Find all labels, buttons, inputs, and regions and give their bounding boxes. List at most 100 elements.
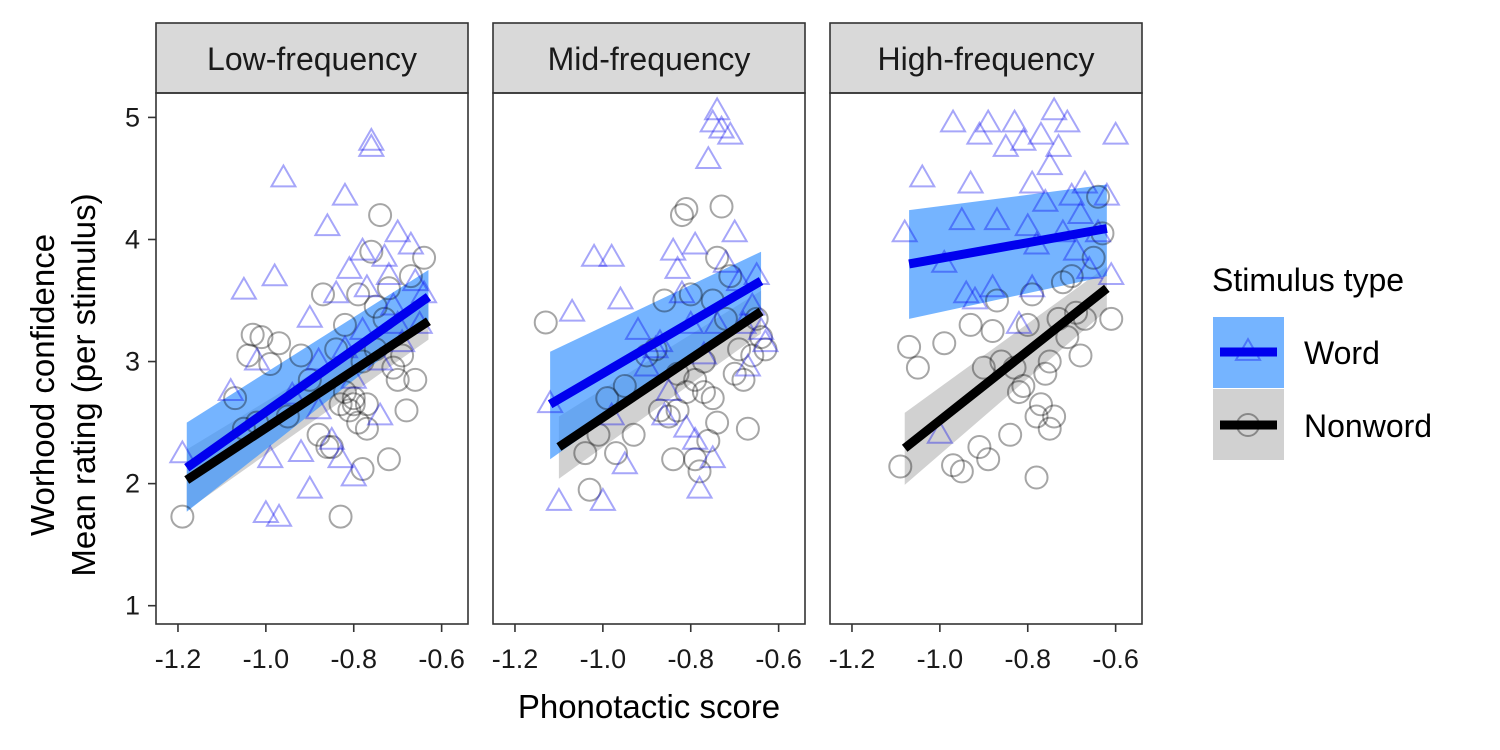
nonword-point <box>905 355 930 380</box>
word-point <box>952 279 980 304</box>
word-point <box>974 108 1002 133</box>
nonword-point <box>328 504 353 529</box>
fit-line-nonword <box>556 307 764 451</box>
nonword-point <box>267 331 292 356</box>
nonword-point <box>705 410 730 435</box>
panel-mid-frequency: Mid-frequency <box>492 22 806 625</box>
y-tick-label: 4 <box>125 224 140 254</box>
y-axis-title-line-1: Worhood confidence <box>24 234 61 536</box>
word-point <box>313 212 342 237</box>
x-tick-label: -0.8 <box>1004 644 1051 674</box>
word-point <box>340 462 368 487</box>
y-tick-label: 3 <box>125 347 140 377</box>
nonword-point <box>350 456 375 481</box>
nonword-point <box>984 288 1009 313</box>
word-point <box>580 242 608 267</box>
legend: Stimulus type Word Nonword <box>1212 262 1432 460</box>
nonword-point <box>652 288 677 313</box>
nonword-point <box>341 392 366 417</box>
nonword-point <box>1037 416 1062 441</box>
nonword-point <box>223 386 248 411</box>
word-point <box>379 291 408 316</box>
nonword-point <box>718 264 743 289</box>
nonword-point <box>958 312 983 337</box>
confidence-band-word <box>909 184 1107 319</box>
word-point <box>703 310 731 334</box>
word-point <box>1035 151 1064 176</box>
legend-label-word: Word <box>1304 335 1380 371</box>
confidence-band-word <box>550 251 762 460</box>
nonword-point <box>705 245 730 270</box>
nonword-point <box>897 334 922 359</box>
x-tick-label: -1.2 <box>829 644 876 674</box>
word-point <box>397 230 425 255</box>
nonword-point <box>1068 343 1093 368</box>
nonword-point <box>1042 404 1067 429</box>
nonword-point <box>696 428 721 453</box>
nonword-point <box>722 361 747 386</box>
word-point <box>357 126 386 151</box>
word-point <box>698 444 727 469</box>
word-point <box>1101 120 1130 145</box>
word-point <box>712 249 740 273</box>
confidence-band-word <box>186 270 429 512</box>
legend-item-nonword: Nonword <box>1213 389 1432 460</box>
nonword-point <box>306 422 331 447</box>
word-point <box>1014 212 1042 237</box>
facet-strip <box>155 22 469 94</box>
panel-border <box>492 92 806 625</box>
word-point <box>703 96 731 121</box>
nonword-point <box>656 404 681 429</box>
nonword-point <box>661 447 686 472</box>
facet-label: High-frequency <box>878 41 1095 77</box>
nonword-point <box>678 282 703 307</box>
nonword-point <box>1024 404 1049 429</box>
x-tick-label: -1.2 <box>155 644 202 674</box>
word-point <box>296 474 324 499</box>
word-point <box>926 419 954 444</box>
nonword-point <box>170 504 195 529</box>
x-tick-label: -1.2 <box>492 644 539 674</box>
nonword-point <box>1064 300 1089 325</box>
word-point <box>1018 169 1046 194</box>
x-axis-title: Phonotactic score <box>518 688 780 725</box>
word-point <box>243 346 271 371</box>
nonword-point <box>941 453 966 478</box>
nonword-point <box>612 373 637 398</box>
nonword-point <box>998 422 1023 447</box>
nonword-point <box>398 264 423 289</box>
nonword-point <box>354 416 379 441</box>
word-point <box>659 236 687 261</box>
x-tick-label: -1.0 <box>917 644 964 674</box>
nonword-point <box>1015 312 1040 337</box>
word-point <box>698 108 727 133</box>
word-point <box>287 438 315 463</box>
word-point <box>1040 96 1068 121</box>
nonword-point <box>1050 270 1075 295</box>
nonword-point <box>967 435 992 459</box>
nonword-point <box>595 386 620 411</box>
nonword-point <box>647 398 672 423</box>
word-point <box>611 450 639 475</box>
nonword-point <box>740 343 765 368</box>
word-point <box>734 352 762 377</box>
word-point <box>1031 187 1060 212</box>
word-point <box>1027 120 1055 145</box>
word-point <box>1097 261 1125 286</box>
word-point <box>685 474 714 499</box>
nonword-point <box>573 441 598 466</box>
word-point <box>545 487 573 511</box>
facet-label: Mid-frequency <box>548 41 751 77</box>
word-point <box>331 181 359 206</box>
nonword-point <box>394 398 419 423</box>
nonword-point <box>346 410 371 435</box>
nonword-point <box>381 355 406 380</box>
word-point <box>326 444 355 469</box>
nonword-point <box>674 380 699 405</box>
word-point <box>655 377 683 401</box>
confidence-band-nonword <box>904 266 1107 485</box>
legend-title: Stimulus type <box>1212 262 1404 298</box>
nonword-point <box>240 322 265 347</box>
nonword-point <box>1024 465 1049 490</box>
word-point <box>983 206 1011 231</box>
